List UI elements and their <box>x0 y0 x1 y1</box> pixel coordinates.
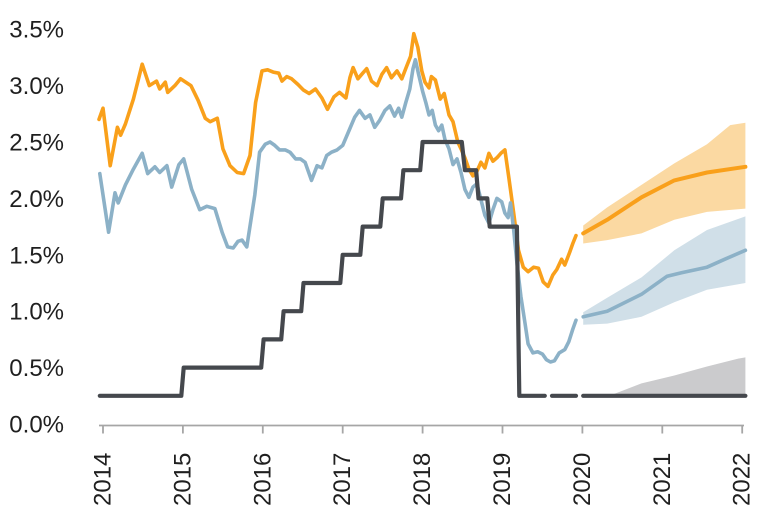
x-tick-label-2016: 2016 <box>249 453 276 506</box>
orange-forecast-line <box>581 164 748 236</box>
blue-history-line <box>98 57 578 364</box>
blue-forecast-band <box>583 216 746 325</box>
y-tick-label-2.0%: 2.0% <box>9 186 64 213</box>
y-tick-label-2.5%: 2.5% <box>9 130 64 157</box>
x-tick-label-2019: 2019 <box>489 453 516 506</box>
x-tick-label-2018: 2018 <box>409 453 436 506</box>
y-tick-label-0.5%: 0.5% <box>9 355 64 382</box>
orange-history-line <box>97 31 578 289</box>
y-tick-label-0.0%: 0.0% <box>9 412 64 439</box>
x-tick-label-2022: 2022 <box>729 453 756 506</box>
y-tick-label-3.0%: 3.0% <box>9 73 64 100</box>
gray-policy-history-line <box>97 139 547 398</box>
x-tick-label-2017: 2017 <box>329 453 356 506</box>
x-tick-label-2021: 2021 <box>649 453 676 506</box>
x-tick-label-2014: 2014 <box>90 453 117 506</box>
x-tick-label-2020: 2020 <box>569 453 596 506</box>
x-tick-label-2015: 2015 <box>169 453 196 506</box>
gray-forecast-band <box>612 357 746 396</box>
orange-forecast-band <box>583 122 746 244</box>
blue-forecast-line <box>581 248 748 319</box>
y-tick-label-1.5%: 1.5% <box>9 242 64 269</box>
y-tick-label-1.0%: 1.0% <box>9 299 64 326</box>
y-tick-label-3.5%: 3.5% <box>9 17 64 44</box>
